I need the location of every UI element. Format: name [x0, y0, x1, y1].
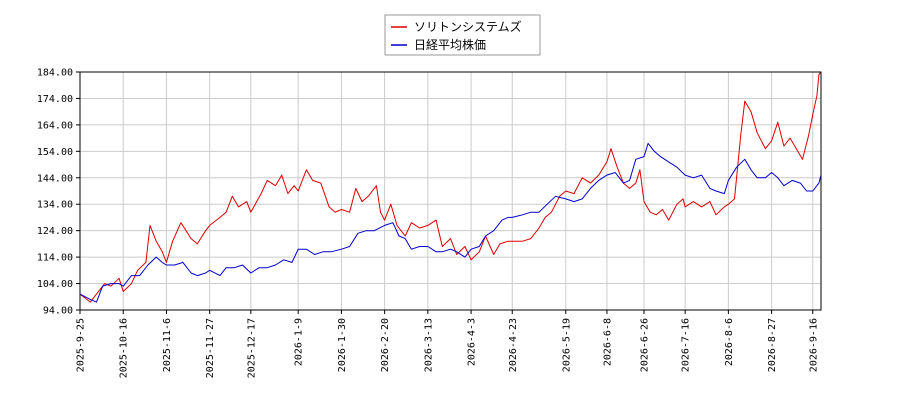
legend-box	[384, 14, 541, 56]
x-tick-label: 2026-6-26	[639, 318, 650, 372]
legend-label-series-1: ソリトンシステムズ	[414, 19, 522, 34]
x-tick-label: 2026-5-19	[561, 318, 572, 372]
legend: ソリトンシステムズ 日経平均株価	[384, 14, 541, 56]
y-tick-label: 124.00	[37, 226, 73, 237]
y-tick-label: 94.00	[43, 306, 73, 317]
series-line-1	[79, 71, 822, 303]
y-tick-label: 164.00	[37, 120, 73, 131]
series-layer	[79, 71, 822, 303]
x-tick-label: 2025-10-16	[119, 318, 130, 378]
y-tick-label: 154.00	[37, 147, 73, 158]
x-tick-label: 2026-8-27	[767, 318, 778, 372]
y-tick-label: 134.00	[37, 200, 73, 211]
x-tick-label: 2026-4-23	[508, 318, 519, 372]
x-tick-label: 2026-1-30	[337, 318, 348, 372]
x-tick-label: 2026-8-6	[724, 318, 735, 366]
x-tick-label: 2026-6-8	[602, 318, 613, 366]
x-tick-label: 2026-9-16	[808, 318, 819, 372]
y-axis: 94.00 104.00 114.00 124.00 134.00 144.00 154.0…	[37, 68, 80, 317]
x-tick-label: 2025-9-25	[76, 318, 87, 372]
legend-label-series-2: 日経平均株価	[414, 37, 486, 52]
y-tick-label: 104.00	[37, 279, 73, 290]
x-tick-label: 2025-11-6	[162, 318, 173, 372]
x-tick-label: 2026-4-3	[467, 318, 478, 366]
y-tick-label: 114.00	[37, 253, 73, 264]
y-tick-label: 144.00	[37, 173, 73, 184]
x-tick-label: 2026-1-9	[294, 318, 305, 366]
x-tick-label: 2026-7-16	[681, 318, 692, 372]
plot-frame	[79, 71, 822, 311]
x-tick-label: 2025-11-27	[205, 318, 216, 378]
x-axis: 2025-9-25 2025-10-16 2025-11-6 2025-11-27 20…	[76, 310, 819, 378]
y-tick-label: 184.00	[37, 68, 73, 79]
x-tick-label: 2026-2-20	[380, 318, 391, 372]
x-tick-label: 2025-12-17	[246, 318, 257, 378]
y-tick-label: 174.00	[37, 94, 73, 105]
x-tick-label: 2026-3-13	[423, 318, 434, 372]
series-line-2	[79, 142, 822, 303]
